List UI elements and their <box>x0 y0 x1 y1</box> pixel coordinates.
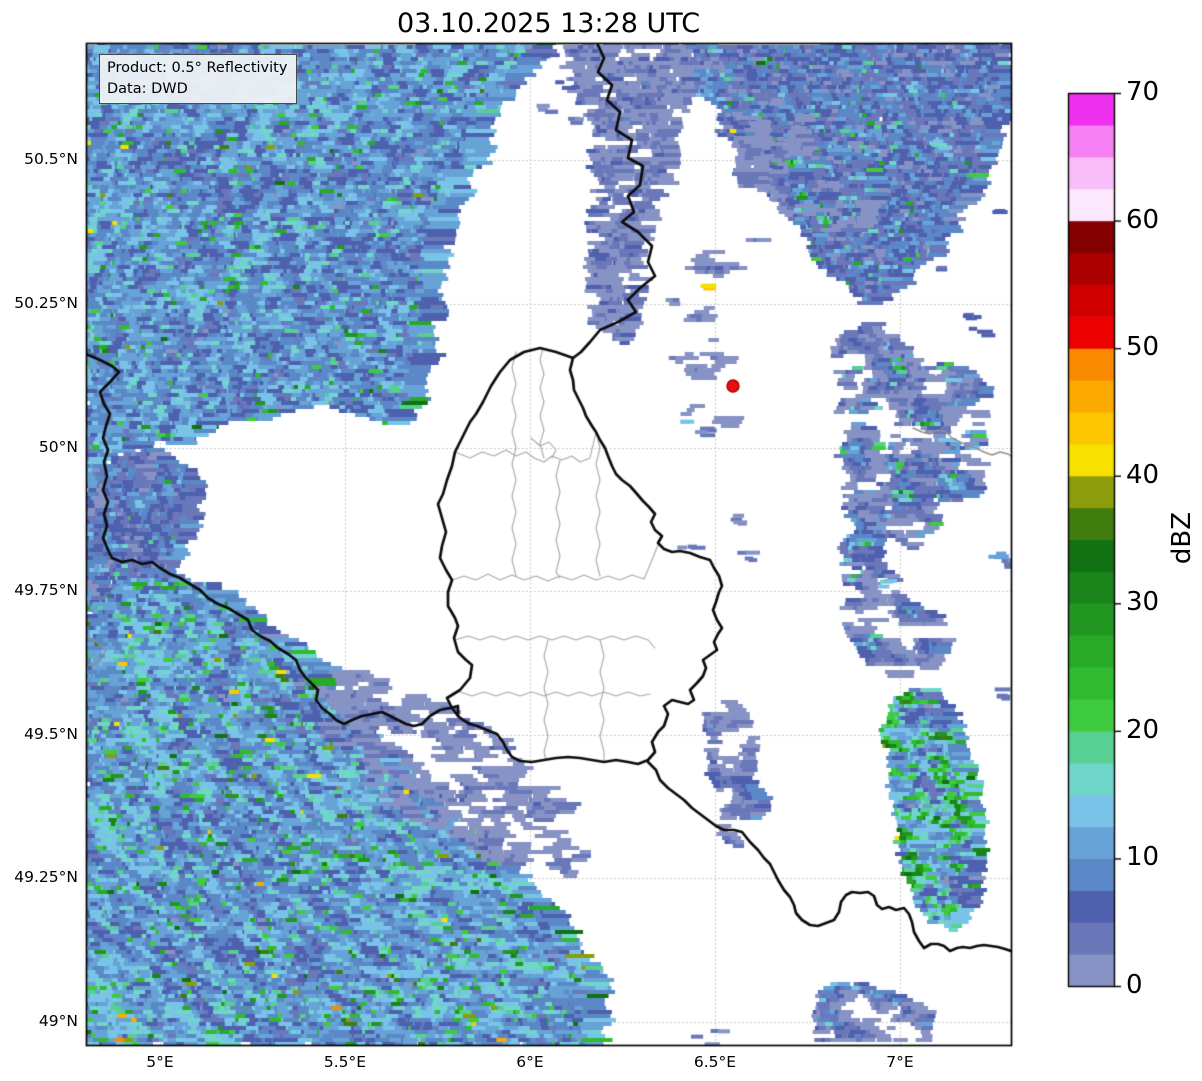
y-axis-tick-3: 49.75°N <box>14 581 78 599</box>
x-axis-tick-3: 6.5°E <box>693 1053 737 1071</box>
data-source-line: Data: DWD <box>107 80 188 97</box>
plot-title: 03.10.2025 13:28 UTC <box>396 8 701 39</box>
colorbar-tick-10: 10 <box>1126 842 1160 873</box>
product-info-box: Product: 0.5° Reflectivity Data: DWD <box>99 54 298 105</box>
y-axis-tick-6: 49°N <box>38 1012 78 1030</box>
y-axis-tick-5: 49.25°N <box>14 868 78 886</box>
y-axis-tick-4: 49.5°N <box>24 725 78 743</box>
colorbar-tick-60: 60 <box>1126 204 1160 235</box>
colorbar-tick-70: 70 <box>1126 77 1160 107</box>
y-axis-tick-0: 50.5°N <box>24 150 78 168</box>
y-axis-tick-1: 50.25°N <box>14 294 78 312</box>
colorbar-tick-0: 0 <box>1126 970 1143 1000</box>
product-info-line: Product: 0.5° Reflectivity <box>107 60 288 76</box>
x-axis-tick-4: 7°E <box>886 1053 914 1071</box>
colorbar-tick-20: 20 <box>1126 714 1160 745</box>
colorbar-unit-label: dBZ <box>1167 511 1197 565</box>
y-axis-tick-2: 50°N <box>38 438 78 456</box>
colorbar-tick-30: 30 <box>1126 587 1160 618</box>
x-axis-tick-0: 5°E <box>146 1053 174 1071</box>
x-axis-tick-1: 5.5°E <box>323 1053 367 1071</box>
x-axis-tick-2: 6°E <box>516 1053 544 1071</box>
colorbar-tick-50: 50 <box>1126 332 1160 363</box>
colorbar-tick-40: 40 <box>1126 459 1160 490</box>
